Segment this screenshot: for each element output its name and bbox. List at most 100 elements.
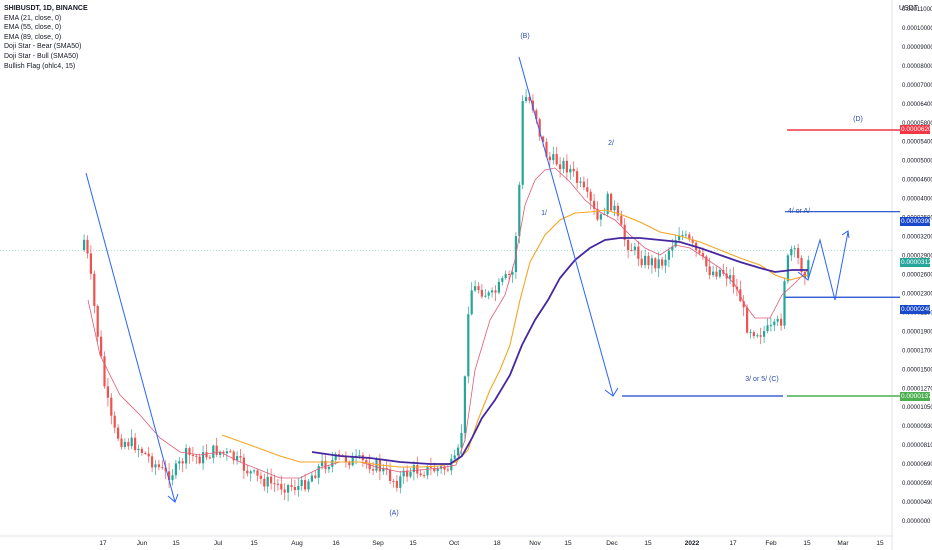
candle	[215, 445, 218, 455]
candle	[545, 141, 548, 157]
candle	[283, 489, 286, 493]
candle	[236, 456, 239, 461]
candle	[358, 455, 361, 457]
candle	[372, 469, 375, 471]
x-tick-label: Oct	[449, 540, 459, 547]
candle	[576, 171, 579, 183]
candle	[327, 466, 330, 470]
candle	[93, 273, 96, 307]
candle	[276, 483, 279, 485]
wave-label-b: (B)	[520, 33, 530, 40]
candle	[606, 193, 609, 214]
candle	[800, 257, 803, 273]
x-tick-label: Nov	[529, 540, 541, 547]
candle	[746, 307, 749, 333]
candle	[253, 470, 256, 472]
symbol-title[interactable]: SHIBUSDT, 1D, BINANCE	[4, 5, 88, 12]
candle	[538, 119, 541, 137]
candle	[453, 455, 456, 459]
candle	[382, 467, 385, 472]
candle	[565, 160, 568, 173]
candle	[83, 239, 86, 250]
candle	[229, 451, 232, 453]
candle	[188, 448, 191, 455]
candle	[147, 453, 150, 457]
candle	[582, 181, 585, 188]
indicator-bullish-flag[interactable]: Bullish Flag (ohlc4, 15)	[4, 62, 76, 70]
candle	[351, 456, 354, 466]
x-tick-label: 15	[876, 540, 884, 547]
candle	[130, 437, 133, 447]
candle	[171, 475, 174, 481]
x-tick-label: 15	[803, 540, 811, 547]
candle	[151, 456, 154, 468]
x-tick-label: Mar	[837, 540, 849, 547]
currency-label[interactable]: USDT	[898, 5, 918, 12]
y-tick-label: 0.00005400	[902, 140, 932, 146]
candle	[202, 452, 205, 464]
candle	[494, 290, 497, 293]
candle	[637, 246, 640, 259]
y-tick-label: 0.00002600	[902, 272, 932, 278]
indicator-doji-bull[interactable]: Doji Star - Bull (SMA50)	[4, 52, 79, 60]
y-tick-label: 0.0000000	[902, 519, 931, 525]
candle	[542, 136, 545, 142]
candle	[684, 234, 687, 236]
indicator-doji-bear[interactable]: Doji Star - Bear (SMA50)	[4, 43, 82, 51]
y-tick-label: 0.00004600	[902, 178, 932, 184]
ema-55-line	[221, 209, 809, 468]
candle	[705, 256, 708, 267]
candle	[586, 187, 589, 192]
candle	[555, 154, 558, 165]
candle	[280, 483, 283, 490]
chart-legend: SHIBUSDT, 1D, BINANCE EMA (21, close, 0)…	[4, 4, 88, 71]
candle	[103, 356, 106, 387]
indicator-ema89[interactable]: EMA (89, close, 0)	[4, 33, 62, 41]
x-tick-label: 15	[172, 540, 180, 547]
wave-label-d: (D)	[853, 116, 863, 123]
candle	[763, 331, 766, 337]
wave-label-2: 2/	[608, 140, 614, 147]
candle	[348, 462, 351, 466]
indicator-ema21[interactable]: EMA (21, close, 0)	[4, 14, 62, 22]
candle	[474, 286, 477, 291]
x-tick-label: Jun	[137, 540, 148, 547]
candle	[385, 467, 388, 470]
x-tick-label: 17	[99, 540, 107, 547]
candle	[212, 445, 215, 458]
candle	[460, 433, 463, 448]
candle	[270, 476, 273, 484]
candle	[552, 154, 555, 161]
wave-label-a: (A)	[389, 510, 399, 517]
candle	[487, 292, 490, 296]
candle	[402, 470, 405, 477]
candle	[647, 255, 650, 266]
trendline-drop-arrowhead	[167, 493, 179, 503]
candle	[521, 101, 524, 185]
candle	[497, 281, 500, 293]
candle	[331, 459, 334, 467]
trendline-b-to-c	[518, 56, 614, 396]
candle	[137, 448, 140, 451]
candle	[256, 470, 259, 476]
x-tick-label: 15	[644, 540, 652, 547]
candle	[195, 455, 198, 457]
y-tick-label: 0.00010000	[902, 26, 932, 32]
indicator-ema55[interactable]: EMA (55, close, 0)	[4, 24, 62, 32]
candle	[766, 325, 769, 332]
candle	[225, 451, 228, 454]
candle	[293, 487, 296, 491]
candle	[681, 235, 684, 237]
candle	[572, 168, 575, 172]
candle	[752, 332, 755, 337]
candle	[691, 239, 694, 243]
y-tick-label: 0.00000810	[902, 443, 932, 449]
candle	[678, 236, 681, 241]
candle	[769, 325, 772, 327]
candle	[246, 470, 249, 474]
candle	[525, 96, 528, 102]
candle	[548, 156, 551, 161]
candle	[181, 461, 184, 464]
candle	[732, 275, 735, 287]
